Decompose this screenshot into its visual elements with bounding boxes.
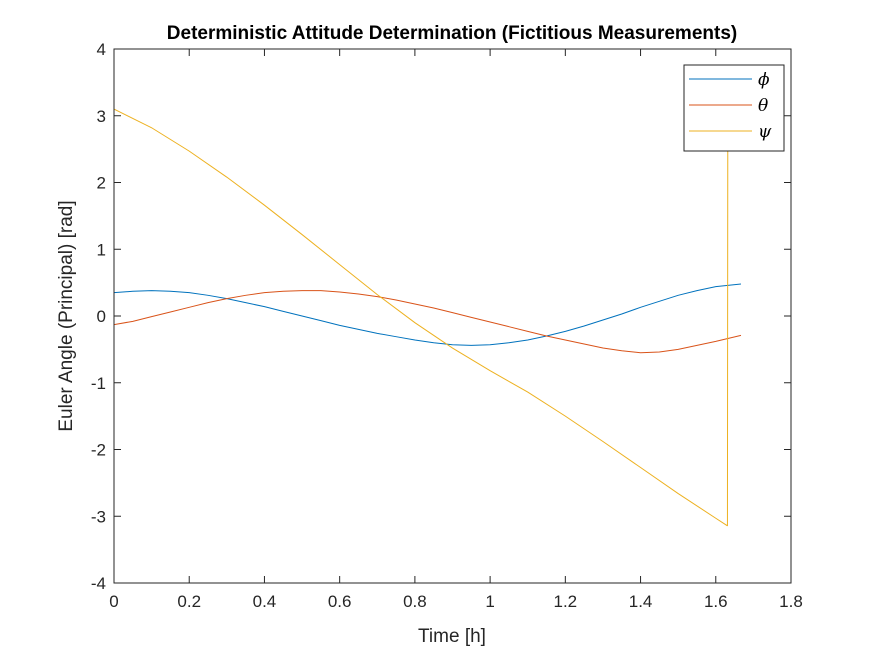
chart-title: Deterministic Attitude Determination (Fi… (167, 23, 737, 44)
series-line-3 (114, 105, 741, 527)
x-tick-label: 0.8 (403, 592, 427, 611)
y-tick-label: 3 (97, 107, 106, 126)
y-tick-label: -2 (91, 441, 106, 460)
x-tick-label: 0.6 (328, 592, 352, 611)
tick-labels-layer: 0 0.2 0.4 0.6 0.8 1 1.2 1.4 1.6 1.8 -4 -3 -2 -1 0 1 2 3 4 (91, 40, 803, 611)
x-tick-label: 0.2 (177, 592, 201, 611)
x-tick-label: 0 (109, 592, 118, 611)
x-tick-label: 1.6 (704, 592, 728, 611)
legend-label-1: ϕ (758, 70, 770, 90)
y-tick-label: -3 (91, 507, 106, 526)
legend: ϕθψ (683, 64, 785, 152)
y-tick-label: 1 (97, 240, 106, 259)
x-axis-label: Time [h] (418, 626, 486, 647)
x-tick-label: 1.4 (629, 592, 653, 611)
y-tick-label: 2 (97, 174, 106, 193)
y-axis-label: Euler Angle (Principal) [rad] (56, 200, 77, 431)
x-tick-label: 1.8 (779, 592, 803, 611)
y-tick-label: 0 (97, 307, 106, 326)
y-tick-label: 4 (97, 40, 106, 59)
series-line-2 (114, 290, 742, 354)
ticks-layer (113, 48, 792, 584)
series-layer (114, 105, 742, 527)
y-tick-label: -1 (91, 374, 106, 393)
y-tick-label: -4 (91, 574, 106, 593)
x-tick-label: 1.2 (554, 592, 578, 611)
series-line-1 (114, 283, 742, 346)
x-tick-label: 0.4 (253, 592, 277, 611)
x-tick-label: 1 (485, 592, 494, 611)
legend-label-2: θ (758, 96, 768, 116)
legend-label-3: ψ (758, 122, 772, 142)
